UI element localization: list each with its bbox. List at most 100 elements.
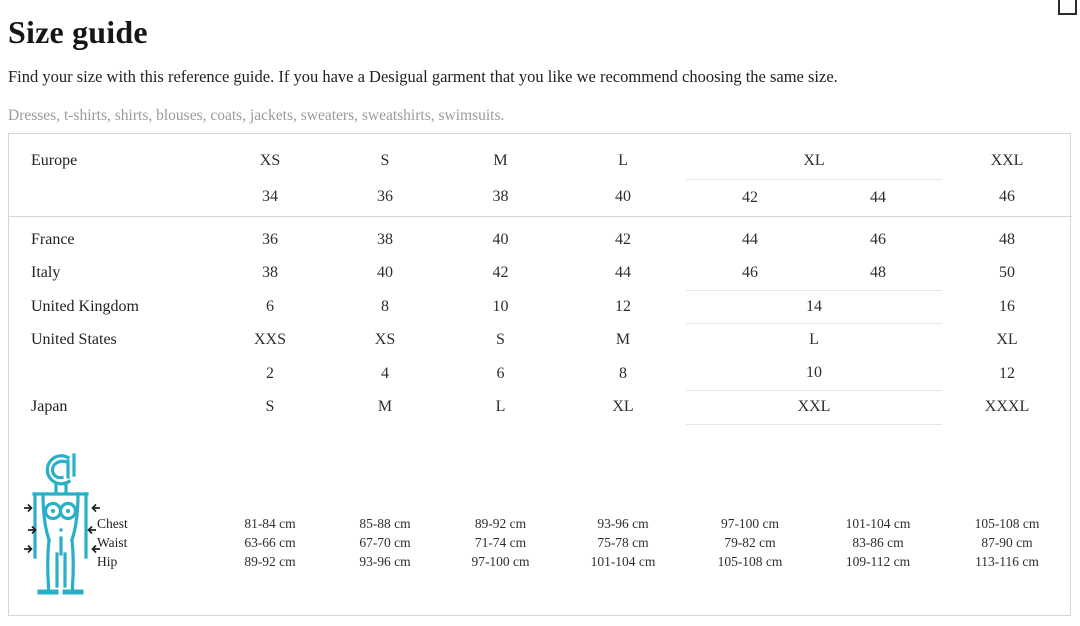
measurement-value: 101-104 cm [590,553,656,569]
size-cell: 16 [999,297,1016,315]
measurement-value: 67-70 cm [359,534,411,550]
measurement-value: 85-88 cm [359,515,411,531]
measurement-value: 105-108 cm [974,515,1040,531]
size-cell: M [377,398,393,415]
size-cell: XS [374,331,396,348]
size-cell: M [615,331,631,348]
size-cell: XXS [253,331,286,348]
row-label-empty [9,179,211,217]
row-label-italy: Italy [31,264,61,281]
size-cell: 44 [742,230,758,248]
size-cell: 2 [266,364,274,382]
figure-dots [50,508,71,532]
size-cell: 50 [999,264,1016,281]
size-cell-merged-japan: XXL [686,389,943,425]
row-label-united-states: United States [31,331,117,348]
measurement-row-chest: Chest 81-84 cm 85-88 cm 89-92 cm 93-96 c… [9,514,1070,533]
measurement-value: 81-84 cm [244,515,296,531]
size-cell: 12 [615,297,631,315]
close-icon[interactable] [1058,0,1077,15]
measurement-label-hip: Hip [97,553,118,569]
measurement-row-hip: Hip 89-92 cm 93-96 cm 97-100 cm 101-104 … [9,552,1070,571]
measurement-value: 97-100 cm [720,515,780,531]
size-cell: L [618,152,628,169]
size-cell: 36 [262,230,278,248]
measurement-value: 109-112 cm [845,553,911,569]
size-cell: XS [259,152,281,169]
size-cell: 42 [492,264,509,281]
measurement-value: 63-66 cm [244,534,296,550]
size-cell: 10 [492,297,509,315]
size-cell: L [495,398,506,415]
measure-arrows-icon [24,503,100,554]
measurement-value: 113-116 cm [975,553,1039,569]
row-france: France 36 38 40 42 44 46 48 [9,216,1072,256]
measurement-value: 93-96 cm [359,553,411,569]
row-label-japan: Japan [31,398,68,415]
size-cell: S [380,152,390,169]
size-cell-merged-us: L [809,331,819,349]
page-title: Size guide [8,14,148,51]
row-japan: Japan S M L XL XXL XXXL [9,389,1072,425]
measurement-value: 105-108 cm [717,553,783,569]
size-cell: 36 [329,179,441,217]
measurement-label-waist: Waist [97,534,128,550]
size-cell: 44 [814,179,943,217]
size-cell: 48 [870,263,886,281]
size-cell: 40 [377,264,393,281]
garment-categories-text: Dresses, t-shirts, shirts, blouses, coat… [8,106,505,124]
measurement-value: 75-78 cm [597,534,649,550]
measurement-value: 83-86 cm [852,534,904,550]
size-cell: XXL [990,152,1024,169]
size-cell: XXXL [984,398,1030,415]
size-cell: XL [996,331,1018,348]
measurement-value: 87-90 cm [981,534,1033,550]
size-cell: 6 [496,364,505,382]
size-cell: 12 [999,364,1016,382]
row-italy: Italy 38 40 42 44 46 48 50 [9,256,1072,290]
measurement-value: 93-96 cm [597,515,649,531]
row-united-kingdom: United Kingdom 6 8 10 12 14 16 [9,289,1072,324]
size-guide-panel: Europe XS S M L XL XXL 34 36 38 40 42 44… [8,133,1073,616]
measurement-value: 89-92 cm [244,553,296,569]
measurement-value: 97-100 cm [471,553,530,569]
size-cell: 8 [381,297,389,315]
size-cell: 46 [742,263,758,281]
row-label-empty [9,357,211,390]
size-cell: 38 [377,230,393,248]
size-cell-merged-xl: XL [686,134,943,180]
size-cell: 46 [870,230,886,248]
size-cell-merged-uk: 14 [686,289,943,324]
size-cell: 4 [381,364,389,382]
row-label-united-kingdom: United Kingdom [31,297,139,315]
size-cell: 46 [942,179,1073,217]
size-cell: 42 [686,179,814,217]
size-cell: S [496,331,505,348]
size-cell: 42 [615,230,631,248]
measurement-value: 79-82 cm [724,534,776,550]
row-label-europe: Europe [31,152,78,169]
figure-strokes [32,453,89,595]
size-cell: 40 [492,230,509,248]
size-cell: XL [612,398,634,415]
row-united-states-numbers: 2 4 6 8 10 12 [9,357,1072,390]
measurement-value: 71-74 cm [474,534,527,550]
row-label-france: France [31,230,75,248]
measurement-label-chest: Chest [97,515,128,531]
size-cell: 40 [560,179,686,217]
size-cell: 8 [619,364,627,382]
row-europe: Europe XS S M L XL XXL [9,134,1072,180]
size-cell: 34 [211,179,329,217]
size-cell: S [265,398,275,415]
measurement-row-waist: Waist 63-66 cm 67-70 cm 71-74 cm 75-78 c… [9,533,1070,552]
size-cell: 38 [262,264,278,281]
measurement-rows: Chest 81-84 cm 85-88 cm 89-92 cm 93-96 c… [9,514,1070,571]
size-cell: 48 [999,230,1016,248]
intro-text: Find your size with this reference guide… [8,66,838,86]
row-europe-numbers: 34 36 38 40 42 44 46 [9,179,1073,217]
measurement-value: 101-104 cm [845,515,911,531]
size-cell: 38 [441,179,560,217]
size-cell: 6 [266,297,274,315]
measurement-value: 89-92 cm [474,515,527,531]
